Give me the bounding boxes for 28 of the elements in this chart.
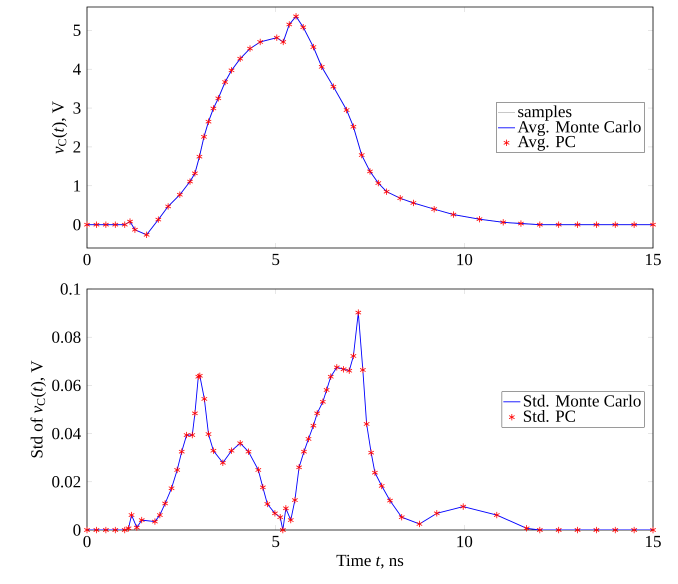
legend-label: Std. Monte Carlo [524,394,641,407]
x-tick-label: 5 [272,254,280,266]
legend-label: samples [518,105,572,121]
legend-label: Avg. Monte Carlo [518,120,641,136]
y-axis-title: v$_{C}$(t), V [52,101,68,154]
y-tick-label: 2 [73,141,80,153]
x-tick-label: 10 [457,254,472,266]
y-tick-label: 0.06 [52,380,81,392]
x-tick-label: 0 [83,536,91,548]
y-tick-label: 0 [73,218,81,230]
y-tick-label: 0.04 [52,428,81,440]
x-tick-label: 15 [646,536,661,548]
y-tick-label: 0.1 [60,283,80,295]
legend-label: Std. PC [524,410,576,422]
x-tick-label: 0 [83,254,91,266]
y-tick-label: 1 [74,180,80,192]
legend-label: Avg. PC [518,136,576,151]
y-tick-label: 0.02 [52,476,80,488]
y-tick-label: 0 [73,524,81,536]
x-tick-label: 15 [646,254,661,266]
x-axis-title: Time t, ns [336,554,404,569]
x-tick-label: 5 [272,536,280,548]
y-tick-label: 0.08 [52,331,81,343]
y-tick-label: 4 [73,64,81,75]
y-tick-label: 3 [74,102,80,114]
x-tick-label: 10 [457,536,472,548]
y-tick-label: 5 [74,24,80,36]
y-axis-title: Std of v$_{C}$(t), V [30,360,46,458]
